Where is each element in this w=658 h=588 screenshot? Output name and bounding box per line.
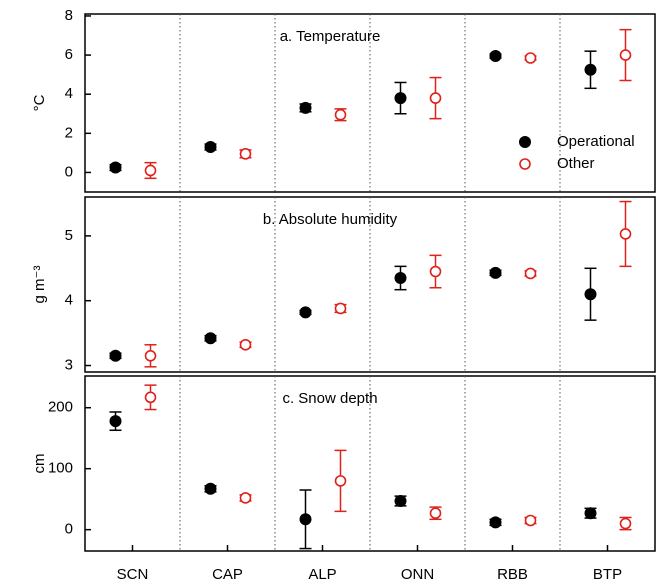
y-tick-label: 0 — [65, 521, 73, 538]
data-point — [489, 516, 502, 529]
data-point — [144, 164, 157, 177]
y-tick-label: 8 — [65, 7, 73, 24]
legend-marker — [519, 158, 531, 170]
data-point — [584, 507, 597, 520]
x-tick-label: ALP — [308, 566, 336, 583]
y-tick-label: 4 — [65, 85, 73, 102]
data-point — [334, 108, 347, 121]
x-tick-label: SCN — [117, 566, 149, 583]
data-point — [109, 415, 122, 428]
y-tick-label: 5 — [65, 227, 73, 244]
data-point — [619, 228, 632, 240]
data-point — [109, 349, 122, 362]
y-tick-label: 6 — [65, 46, 73, 63]
data-point — [299, 306, 312, 319]
data-point — [619, 49, 632, 61]
y-tick-label: 0 — [65, 163, 73, 180]
legend-label: Operational — [557, 133, 635, 150]
data-point — [334, 475, 347, 487]
data-point — [204, 141, 217, 154]
y-tick-label: 3 — [65, 356, 73, 373]
y-tick-label: 2 — [65, 124, 73, 141]
data-point — [299, 101, 312, 114]
data-point — [109, 161, 122, 174]
data-point — [334, 302, 347, 315]
data-point — [394, 272, 407, 285]
data-point — [204, 332, 217, 345]
data-point — [144, 349, 157, 362]
data-point — [144, 391, 157, 404]
panel-title: b. Absolute humidity — [263, 211, 398, 228]
x-tick-label: CAP — [212, 566, 243, 583]
y-axis-label: g m⁻³ — [31, 266, 48, 304]
data-point — [524, 514, 537, 527]
legend-label: Other — [557, 155, 595, 172]
x-tick-label: ONN — [401, 566, 434, 583]
data-point — [394, 495, 407, 507]
y-tick-label: 200 — [48, 399, 73, 416]
legend-marker — [519, 136, 531, 148]
data-point — [239, 338, 252, 351]
x-tick-label: RBB — [497, 566, 528, 583]
y-axis-label: °C — [31, 94, 48, 111]
data-point — [524, 267, 537, 280]
x-tick-label: BTP — [593, 566, 622, 583]
data-point — [299, 513, 312, 526]
y-axis-label: cm — [31, 454, 48, 474]
data-point — [239, 148, 252, 160]
y-tick-label: 4 — [65, 292, 73, 309]
data-point — [619, 517, 632, 530]
data-point — [524, 52, 537, 64]
data-point — [239, 492, 252, 504]
data-point — [584, 63, 597, 76]
y-tick-label: 100 — [48, 460, 73, 477]
data-point — [394, 92, 407, 105]
data-point — [584, 288, 597, 301]
data-point — [429, 265, 442, 278]
data-point — [204, 482, 217, 495]
panel-title: a. Temperature — [280, 28, 381, 45]
panel-title: c. Snow depth — [282, 390, 377, 407]
data-point — [429, 92, 442, 104]
data-point — [489, 50, 502, 63]
data-point — [429, 507, 442, 519]
data-point — [489, 266, 502, 279]
